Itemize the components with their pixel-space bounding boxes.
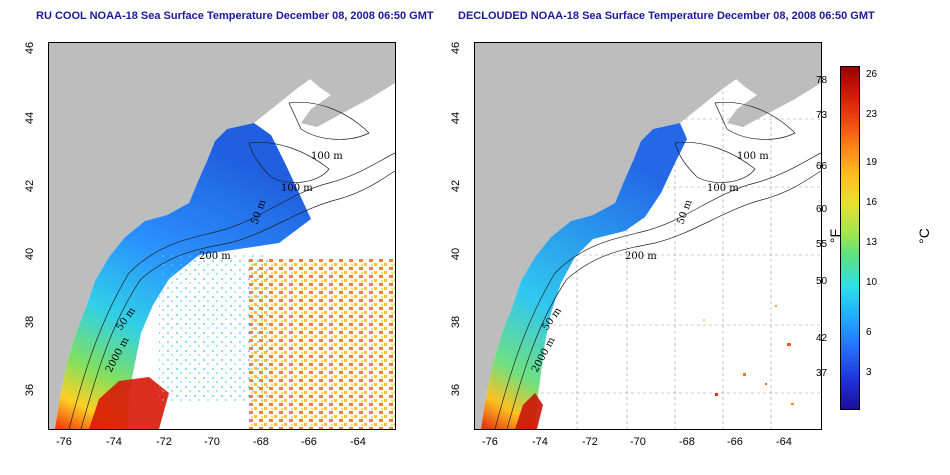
y-tick-label: 36	[24, 383, 37, 397]
fahrenheit-tick: 60	[816, 204, 828, 215]
fahrenheit-tick: 50	[816, 276, 828, 287]
y-tick-label: 40	[24, 247, 37, 261]
fahrenheit-tick: 42	[816, 333, 828, 344]
bathymetry-contours	[68, 101, 395, 429]
x-tick-label: -72	[156, 436, 172, 448]
y-tick-label: 36	[450, 383, 463, 397]
nova-scotia-land	[725, 47, 821, 127]
declouded-sst-map-canvas: 100 m 100 m 50 m 200 m 50 m 2000 m	[475, 43, 821, 429]
contour-label-100m-a: 100 m	[311, 151, 343, 162]
contour-label-100m-a: 100 m	[737, 151, 769, 162]
x-tick-label: -76	[482, 436, 498, 448]
x-tick-label: -70	[630, 436, 646, 448]
declouded-sst-map: 100 m 100 m 50 m 200 m 50 m 2000 m	[474, 42, 822, 430]
celsius-tick: 3	[866, 367, 872, 378]
y-tick-label: 42	[24, 179, 37, 193]
north-america-land	[49, 43, 395, 429]
y-tick-label: 38	[24, 315, 37, 329]
x-tick-label: -74	[106, 436, 122, 448]
celsius-tick: 23	[866, 109, 878, 120]
offshore-warm-pixels	[249, 258, 395, 429]
x-tick-label: -76	[56, 436, 72, 448]
contour-label-200m: 200 m	[199, 251, 231, 262]
y-tick-label: 38	[450, 315, 463, 329]
offshore-warm-pixels	[703, 305, 794, 405]
left-map-title: RU COOL NOAA-18 Sea Surface Temperature …	[36, 10, 434, 22]
y-tick-label: 46	[24, 41, 37, 55]
fahrenheit-tick: 37	[816, 368, 828, 379]
y-tick-label: 44	[450, 111, 463, 125]
shelf-water-sst	[55, 123, 311, 429]
fahrenheit-tick: 73	[816, 110, 828, 121]
celsius-unit-label: °C	[915, 228, 932, 244]
x-tick-label: -70	[204, 436, 220, 448]
temperature-colorbar	[840, 66, 860, 410]
offshore-scattered-pixels	[159, 253, 269, 403]
celsius-tick: 13	[866, 237, 878, 248]
x-tick-label: -72	[582, 436, 598, 448]
gulf-stream-warm-water	[515, 393, 543, 429]
north-america-land	[475, 43, 821, 429]
celsius-tick: 6	[866, 327, 872, 338]
x-tick-label: -68	[253, 436, 269, 448]
y-tick-label: 46	[450, 41, 463, 55]
y-tick-label: 44	[24, 111, 37, 125]
nova-scotia-land	[299, 47, 395, 127]
x-tick-label: -66	[727, 436, 743, 448]
y-tick-label: 42	[450, 179, 463, 193]
x-tick-label: -64	[350, 436, 366, 448]
fahrenheit-tick: 55	[816, 239, 828, 250]
celsius-tick: 16	[866, 197, 878, 208]
gulf-stream-warm-water	[89, 377, 169, 429]
fahrenheit-unit-label: °F	[827, 228, 844, 244]
contour-label-100m-b: 100 m	[281, 183, 313, 194]
x-tick-label: -74	[532, 436, 548, 448]
right-map-title: DECLOUDED NOAA-18 Sea Surface Temperatur…	[458, 10, 875, 22]
y-tick-label: 40	[450, 247, 463, 261]
x-tick-label: -64	[776, 436, 792, 448]
x-tick-label: -68	[679, 436, 695, 448]
celsius-tick: 10	[866, 277, 878, 288]
shelf-water-sst	[481, 123, 687, 429]
raw-sst-map-canvas: 100 m 100 m 50 m 200 m 50 m 2000 m	[49, 43, 395, 429]
contour-label-200m: 200 m	[625, 251, 657, 262]
fahrenheit-tick: 78	[816, 75, 828, 86]
contour-label-50m-a: 50 m	[675, 198, 694, 226]
contour-label-100m-b: 100 m	[707, 183, 739, 194]
raw-sst-map: 100 m 100 m 50 m 200 m 50 m 2000 m	[48, 42, 396, 430]
celsius-tick: 26	[866, 69, 878, 80]
celsius-tick: 19	[866, 157, 878, 168]
x-tick-label: -66	[301, 436, 317, 448]
bathymetry-contours	[494, 101, 821, 429]
fahrenheit-tick: 66	[816, 161, 828, 172]
